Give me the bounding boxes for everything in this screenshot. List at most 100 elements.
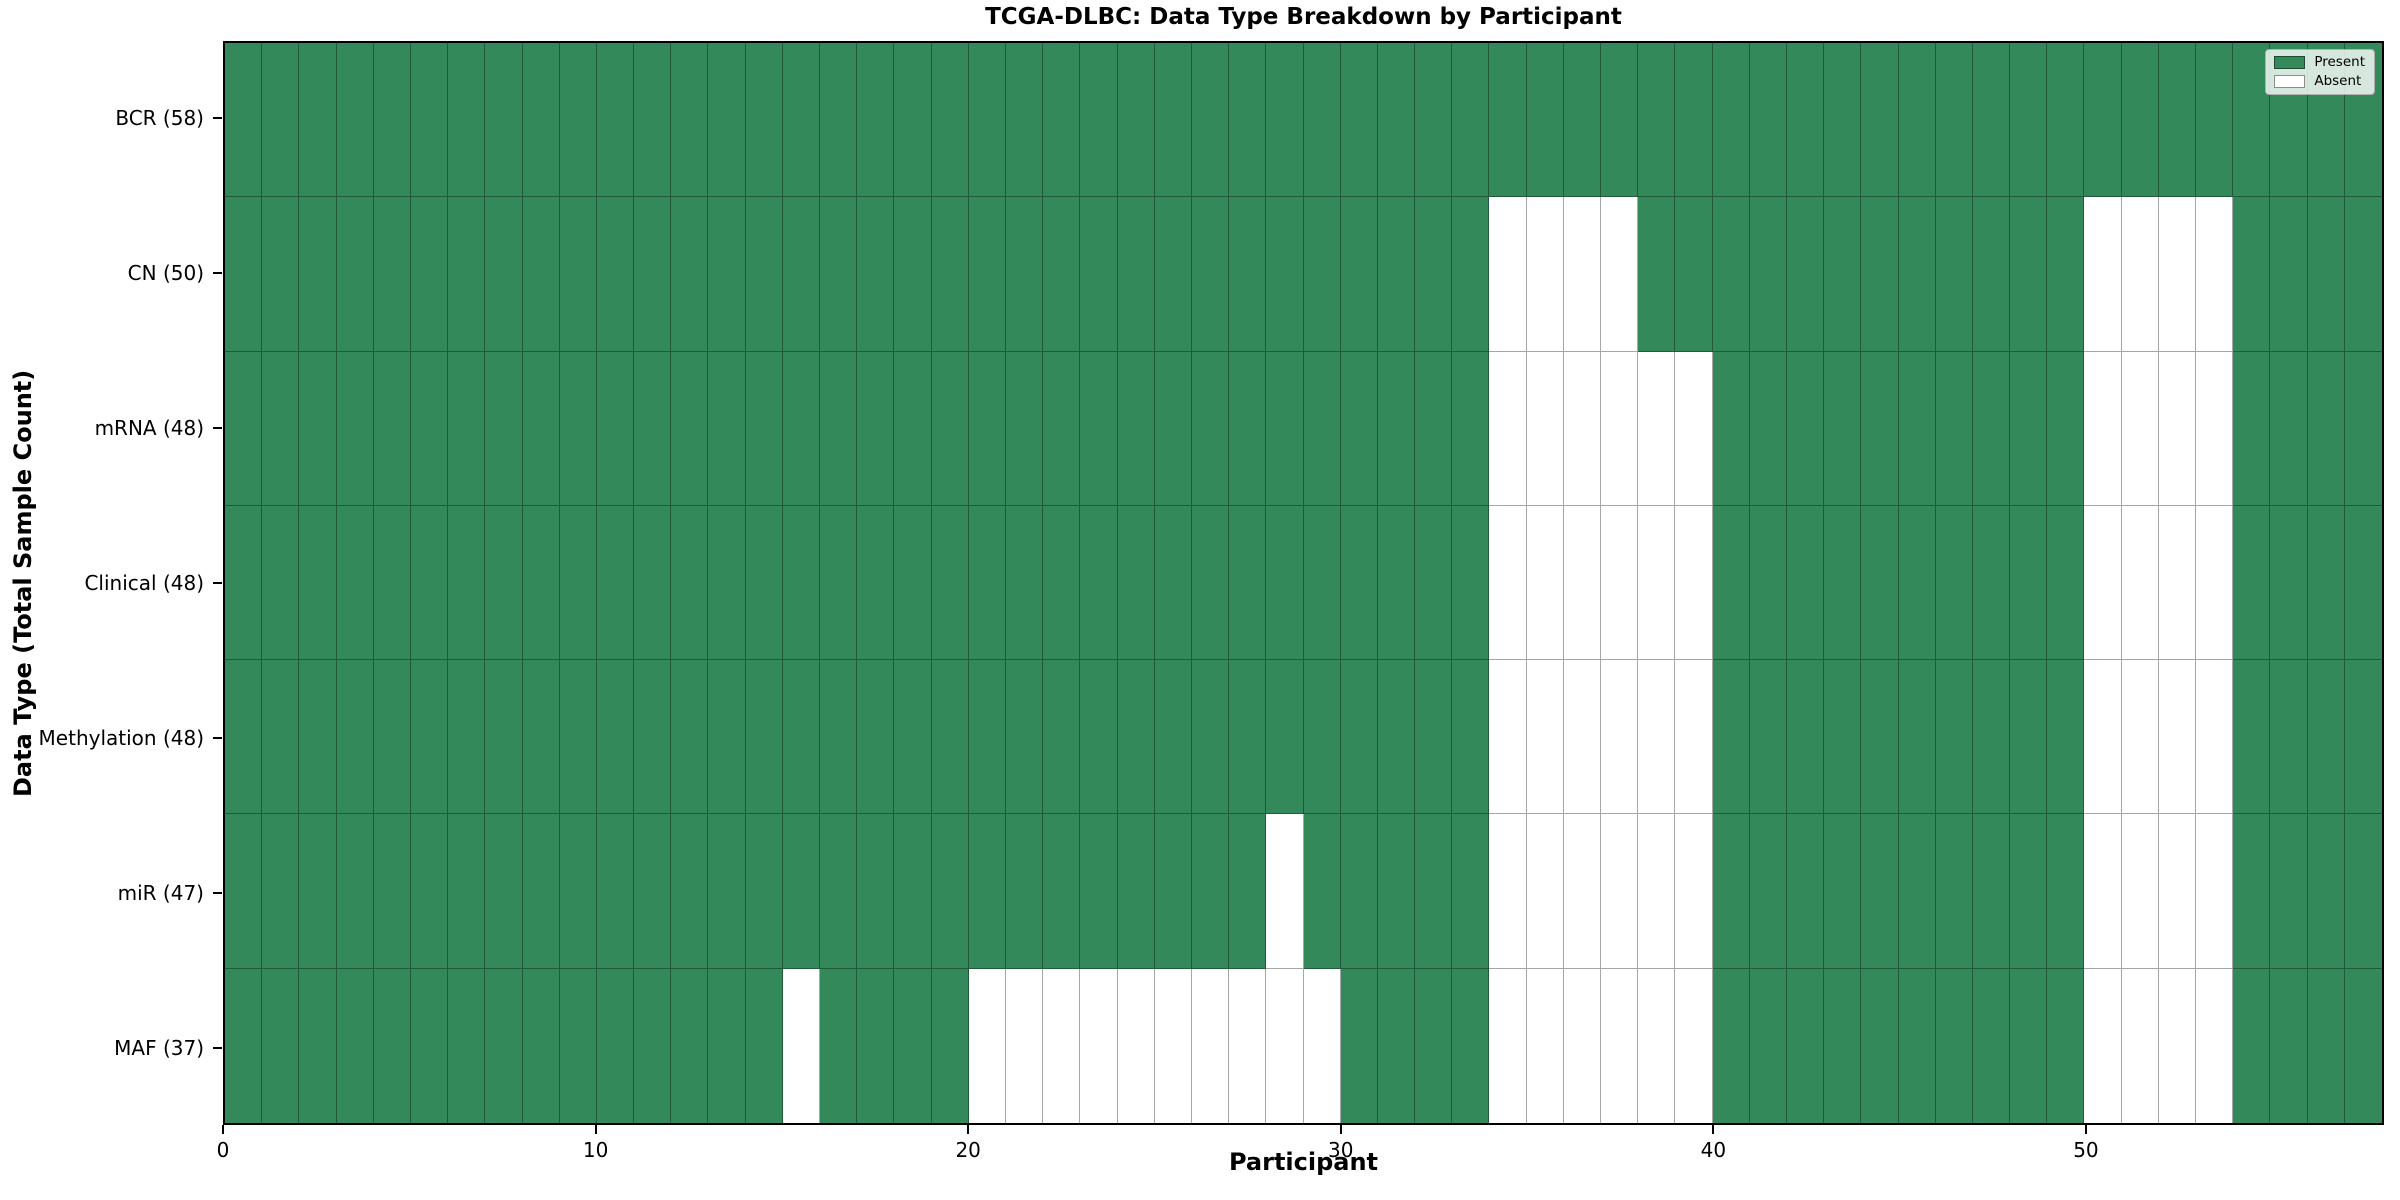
matrix-cell <box>1526 660 1564 815</box>
matrix-cell <box>820 968 858 1123</box>
matrix-cell <box>1563 505 1602 661</box>
matrix-cell <box>299 660 337 815</box>
matrix-cell <box>2121 351 2159 506</box>
matrix-cell <box>894 814 932 969</box>
matrix-cell <box>968 968 1006 1123</box>
matrix-cell <box>1377 814 1416 969</box>
matrix-cell <box>1229 814 1267 969</box>
matrix-cell <box>299 197 337 352</box>
matrix-cell <box>1080 968 1118 1123</box>
matrix-cell <box>1080 197 1118 352</box>
matrix-cell <box>1972 197 2011 352</box>
matrix-cell <box>1191 197 1230 352</box>
matrix-cell <box>634 814 672 969</box>
matrix-cell <box>596 351 635 506</box>
matrix-cell <box>1786 660 1825 815</box>
y-tick-mark <box>213 1046 222 1049</box>
matrix-cell <box>1043 351 1081 506</box>
matrix-cell <box>1824 43 1862 198</box>
matrix-cell <box>1861 814 1899 969</box>
matrix-cell <box>1303 814 1341 969</box>
matrix-cell <box>2121 968 2159 1123</box>
matrix-cell <box>1526 43 1564 198</box>
matrix-cell <box>782 351 821 506</box>
matrix-cell <box>2121 197 2159 352</box>
matrix-cell <box>2010 660 2048 815</box>
matrix-cell <box>485 660 523 815</box>
matrix-cell <box>1266 505 1304 661</box>
matrix-cell <box>671 351 709 506</box>
matrix-cell <box>1935 43 1973 198</box>
legend-label-present: Present <box>2314 54 2365 70</box>
matrix-cell <box>782 660 821 815</box>
matrix-cell <box>1377 660 1416 815</box>
y-tick-label: BCR (58) <box>115 106 204 131</box>
matrix-cell <box>931 660 969 815</box>
matrix-cell <box>559 351 597 506</box>
matrix-cell <box>1526 505 1564 661</box>
matrix-cell <box>1861 197 1899 352</box>
matrix-cell <box>2233 660 2271 815</box>
matrix-cell <box>2158 43 2197 198</box>
matrix-cell <box>1489 660 1527 815</box>
matrix-cell <box>1712 660 1750 815</box>
x-tick-label: 0 <box>216 1138 230 1162</box>
matrix-cell <box>2084 43 2122 198</box>
matrix-cell <box>1675 43 1713 198</box>
matrix-cell <box>2196 814 2234 969</box>
y-tick-label: miR (47) <box>117 880 204 905</box>
matrix-cell <box>857 814 895 969</box>
matrix-cell <box>2307 968 2345 1123</box>
matrix-cell <box>485 505 523 661</box>
matrix-cell <box>931 968 969 1123</box>
matrix-cell <box>1452 43 1490 198</box>
matrix-cell <box>931 43 969 198</box>
matrix-cell <box>708 43 746 198</box>
matrix-cell <box>2196 968 2234 1123</box>
x-tick-mark <box>967 1125 970 1134</box>
matrix-cell <box>336 351 374 506</box>
matrix-cell <box>410 351 449 506</box>
matrix-cell <box>708 505 746 661</box>
matrix-cell <box>1563 351 1602 506</box>
matrix-cell <box>1749 43 1787 198</box>
matrix-cell <box>671 814 709 969</box>
matrix-cell <box>1786 968 1825 1123</box>
matrix-cell <box>299 968 337 1123</box>
matrix-cell <box>894 505 932 661</box>
matrix-cell <box>1861 43 1899 198</box>
matrix-cell <box>1340 660 1378 815</box>
matrix-cell <box>596 43 635 198</box>
matrix-cell <box>2307 660 2345 815</box>
matrix-cell <box>1080 660 1118 815</box>
matrix-cell <box>485 43 523 198</box>
matrix-cell <box>1080 814 1118 969</box>
matrix-cell <box>225 660 263 815</box>
matrix-cell <box>1154 660 1192 815</box>
matrix-cell <box>1303 43 1341 198</box>
matrix-cell <box>262 197 300 352</box>
matrix-cell <box>336 43 374 198</box>
matrix-cell <box>820 660 858 815</box>
matrix-cell <box>1266 351 1304 506</box>
matrix-cell <box>1117 351 1155 506</box>
matrix-cell <box>2010 197 2048 352</box>
matrix-cell <box>1452 505 1490 661</box>
matrix-cell <box>225 197 263 352</box>
matrix-cell <box>2047 968 2085 1123</box>
matrix-cell <box>1898 351 1936 506</box>
matrix-cell <box>2158 660 2197 815</box>
matrix-cell <box>1749 814 1787 969</box>
matrix-cell <box>2307 351 2345 506</box>
matrix-cell <box>1935 968 1973 1123</box>
matrix-cell <box>1154 351 1192 506</box>
matrix-cell <box>559 43 597 198</box>
y-tick-label: mRNA (48) <box>94 416 204 441</box>
matrix-cell <box>1972 968 2011 1123</box>
matrix-cell <box>1005 43 1044 198</box>
matrix-cell <box>1824 197 1862 352</box>
x-tick-label: 10 <box>582 1138 609 1162</box>
matrix-cell <box>522 814 560 969</box>
matrix-cell <box>1303 505 1341 661</box>
matrix-cell <box>1526 968 1564 1123</box>
